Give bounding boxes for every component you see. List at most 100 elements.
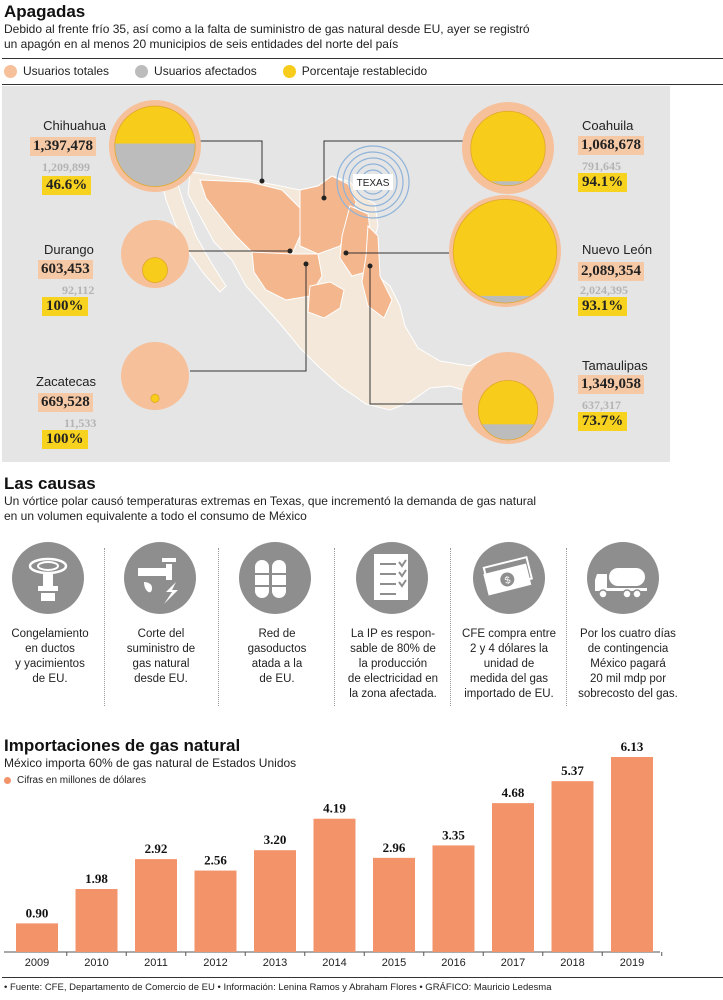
cause-line: la producción [358, 658, 428, 670]
cause-text-6: Por los cuatro días de contingencia Méxi… [568, 627, 688, 702]
state-name-nuevo-leon: Nuevo León [582, 242, 653, 257]
note-bullet [4, 777, 11, 784]
total-value: 603,453 [38, 260, 93, 279]
cause-line: la zona afectada. [349, 688, 437, 700]
cause-line: gas natural [132, 658, 190, 670]
section-title-importaciones: Importaciones de gas natural [4, 736, 241, 755]
percent-value: 73.7% [578, 412, 628, 431]
legend-swatch-affected [135, 64, 149, 78]
cause-line: México pagará [590, 658, 666, 670]
import-bar-chart: 0.90 2009 1.98 2010 2.92 2011 2.56 2012 3.20 2013… [4, 740, 663, 969]
cause-line: desde EU. [134, 673, 188, 685]
percent-durango: 100% [42, 297, 88, 316]
percent-coahuila: 94.1% [578, 173, 628, 192]
cause-line: suministro de [126, 643, 196, 655]
state-bubbles [109, 100, 561, 444]
bubble-restored [453, 199, 557, 296]
bar-2018 [551, 781, 594, 952]
bar-value-label: 2.96 [383, 840, 406, 855]
bar-value-label: 3.20 [264, 832, 287, 847]
cause-text-5: CFE compra entre 2 y 4 dólares la unidad… [454, 627, 564, 702]
divider [2, 977, 723, 978]
bar-2010 [75, 889, 118, 952]
cause-text-3: Red de gasoductos atada a la de EU. [226, 627, 328, 687]
cause-line: La IP es respon- [350, 628, 436, 640]
bubble-total [121, 220, 189, 288]
section-subtitle-line-2: un apagón en al menos 20 municipios de s… [4, 37, 399, 51]
cause-line: y yacimientos [15, 658, 85, 670]
total-coahuila: 1,068,678 [578, 136, 644, 155]
x-tick-label: 2014 [322, 957, 346, 969]
cause-line: de EU. [259, 673, 295, 685]
baja-california [159, 173, 227, 293]
texas-label: TEXAS [357, 178, 390, 189]
x-tick-label: 2013 [263, 957, 287, 969]
cause-separator [218, 548, 219, 706]
legend-label-restored: Porcentaje restablecido [301, 64, 428, 78]
percent-tamaulipas: 73.7% [578, 412, 628, 431]
bar-value-label: 2.56 [204, 853, 227, 868]
bar-2019 [611, 757, 653, 952]
gas-tanks-icon [239, 542, 311, 614]
cause-icons: $ [12, 542, 659, 614]
bubble-outline [477, 380, 539, 441]
section-subtitle-line-1: Debido al frente frío 35, así como a la … [4, 22, 530, 36]
footer-credits: • Fuente: CFE, Departamento de Comercio … [4, 982, 552, 993]
affected-tamaulipas: 637,317 [582, 398, 621, 412]
bubble-restored [470, 111, 546, 182]
bar-2016 [432, 845, 475, 952]
total-value: 1,068,678 [578, 136, 644, 155]
importaciones-note: Cifras en millones de dólares [4, 775, 146, 786]
cause-line: sobrecosto del gas. [578, 688, 678, 700]
bar-value-label: 6.13 [621, 740, 644, 754]
money-icon: $ [473, 542, 545, 614]
causas-subtitle-line-1: Un vórtice polar causó temperaturas extr… [4, 494, 537, 508]
bar-2009 [16, 923, 58, 952]
cause-line: de contingencia [587, 643, 669, 655]
cause-separator [334, 548, 335, 706]
causas-subtitle-line-2: en un volumen equivalente a todo el cons… [4, 509, 307, 523]
state-name-zacatecas: Zacatecas [36, 374, 96, 389]
bar-value-label: 4.19 [323, 801, 346, 816]
legend-swatch-restored [282, 64, 296, 78]
cause-line: unidad de [483, 658, 535, 670]
bar-value-label: 5.37 [561, 763, 584, 778]
bar-value-label: 2.92 [145, 841, 168, 856]
note-text: Cifras en millones de dólares [17, 775, 146, 786]
x-tick-label: 2017 [501, 957, 525, 969]
x-tick-label: 2010 [84, 957, 108, 969]
cause-separator [104, 548, 105, 706]
x-tick-label: 2018 [560, 957, 584, 969]
legend-label-total: Usuarios totales [23, 64, 110, 78]
bubble-restored [150, 394, 160, 403]
x-tick-label: 2012 [203, 957, 227, 969]
cause-line: medida del gas [470, 673, 548, 685]
legend-item-total: Usuarios totales [4, 64, 109, 78]
legend-swatch-total [4, 64, 17, 78]
affected-durango: 92,112 [62, 283, 95, 297]
legend-label-affected: Usuarios afectados [154, 64, 257, 78]
bubble-outline [452, 198, 558, 304]
cause-separator [450, 548, 451, 706]
section-title-apagadas: Apagadas [4, 2, 86, 21]
legend-item-restored: Porcentaje restablecido [282, 64, 428, 78]
percent-value: 100% [42, 297, 88, 316]
cause-line: Congelamiento [11, 628, 89, 640]
importaciones-subtitle: México importa 60% de gas natural de Est… [4, 756, 297, 770]
divider [2, 58, 723, 59]
svg-text:$: $ [504, 575, 512, 587]
connector-tamaulipas [369, 266, 468, 405]
bubble-outline [470, 110, 546, 187]
nuevo-leon-shape [339, 205, 373, 277]
total-durango: 603,453 [38, 260, 93, 279]
bar-value-label: 1.98 [85, 871, 108, 886]
total-zacatecas: 669,528 [38, 393, 93, 412]
checklist-icon [356, 542, 428, 614]
affected-chihuahua: 1,209,899 [42, 160, 90, 174]
affected-nuevo-leon: 2,024,395 [580, 283, 628, 297]
percent-value: 100% [42, 430, 88, 449]
bar-2012 [194, 870, 237, 952]
total-chihuahua: 1,397,478 [30, 137, 96, 156]
section-title-causas: Las causas [4, 474, 96, 493]
divider [2, 84, 723, 85]
